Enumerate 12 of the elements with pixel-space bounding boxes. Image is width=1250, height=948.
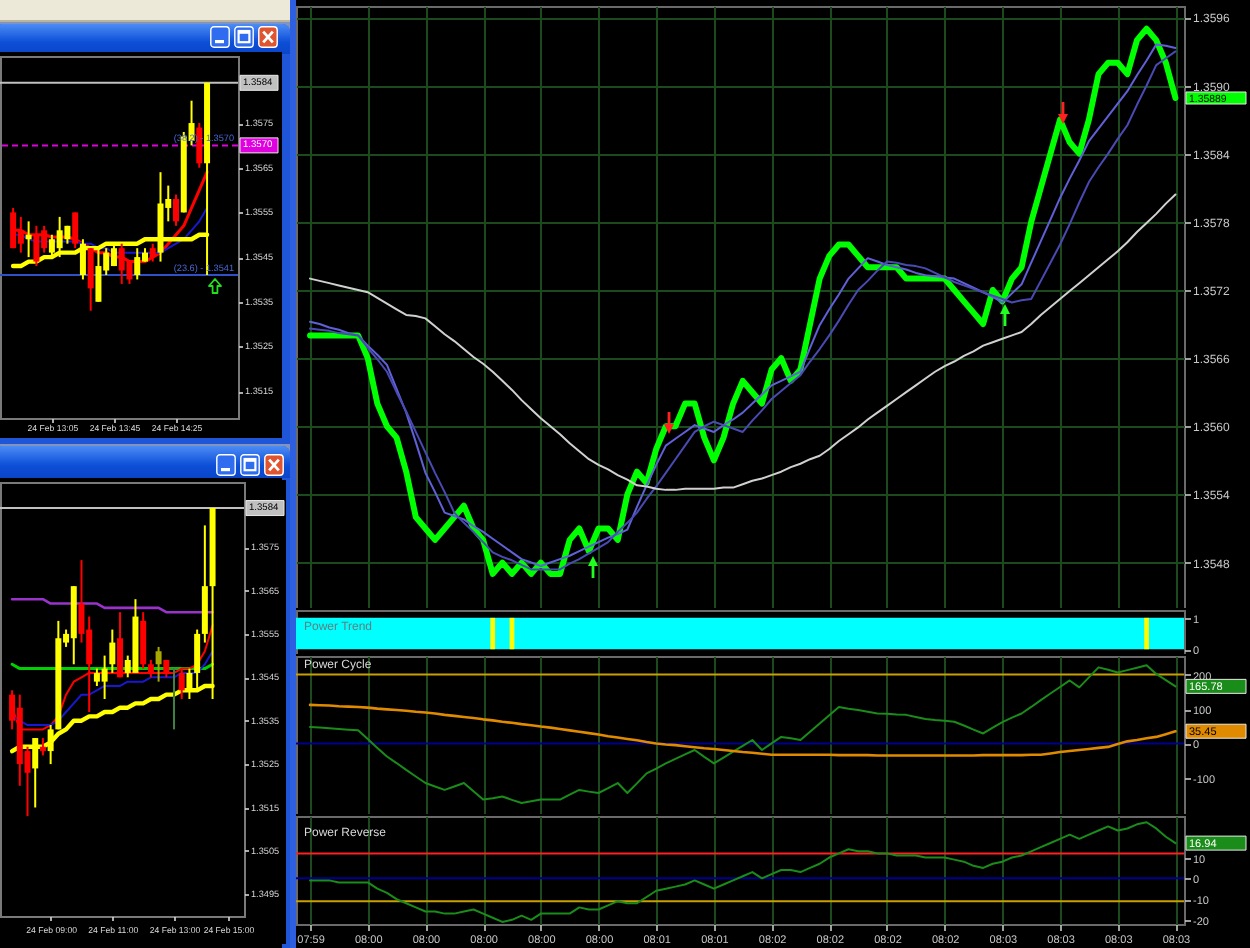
candlestick: [178, 667, 185, 700]
candlestick: [196, 122, 203, 169]
candlestick: [41, 224, 48, 254]
line-series: [309, 821, 1177, 923]
candlestick: [201, 524, 208, 644]
candlestick: [173, 193, 180, 227]
candlestick: [17, 215, 24, 254]
candlestick: [170, 667, 179, 731]
candlestick: [72, 211, 79, 250]
line-series: [308, 703, 1177, 757]
line-series: [309, 193, 1177, 491]
candlestick: [155, 645, 162, 683]
